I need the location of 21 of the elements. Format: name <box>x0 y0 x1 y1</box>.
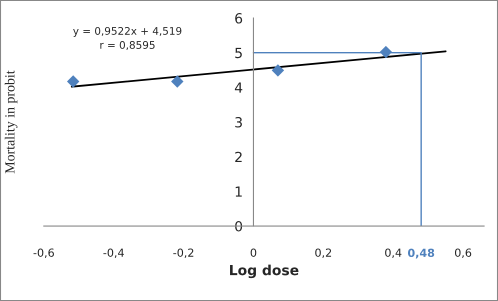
x-tick-label: 0,6 <box>454 248 472 258</box>
y-tick-label: 1 <box>236 186 242 197</box>
y-tick-label: 2 <box>235 152 242 162</box>
y-axis-title: Mortality in probit <box>4 70 18 174</box>
y-tick-label: 5 <box>235 48 242 58</box>
point <box>272 64 284 77</box>
x-tick-label: 0 <box>250 248 256 257</box>
y-tick-label: 6 <box>235 13 242 24</box>
x-tick-label: 0,2 <box>315 248 332 258</box>
point <box>171 75 184 88</box>
x-tick-label: -0,2 <box>173 248 194 258</box>
point <box>380 46 392 58</box>
point <box>66 75 80 88</box>
y-tick-label: 3 <box>235 117 242 128</box>
x-tick-label: 0,4 <box>385 248 402 258</box>
x-tick-label: -0,4 <box>103 248 124 258</box>
annotation: 0,48 <box>408 248 434 258</box>
y-tick-label: 4 <box>234 82 242 93</box>
x-axis-title: Log dose <box>230 264 298 278</box>
x-tick-label: -0,6 <box>34 248 54 258</box>
annotation: y = 0,9522x + 4,519 r = 0,8595 <box>73 26 182 50</box>
